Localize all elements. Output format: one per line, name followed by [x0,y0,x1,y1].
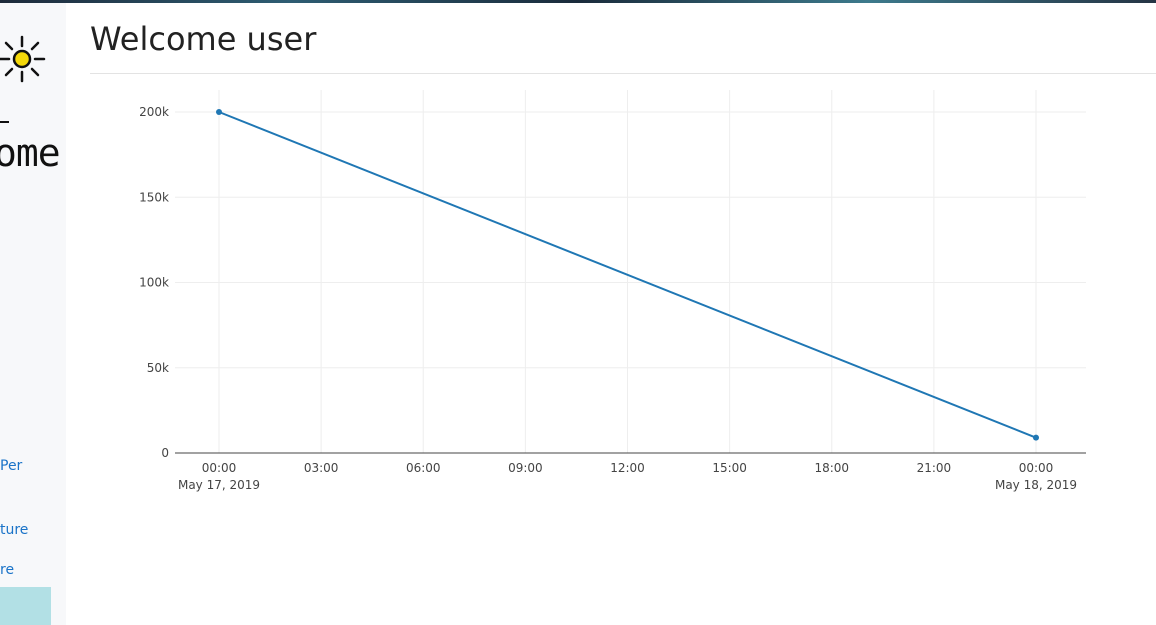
series-line [218,111,1037,439]
chart-grid [175,90,1086,453]
sidebar-active-item[interactable] [0,587,51,625]
sidebar-link-3[interactable]: re [0,562,15,578]
y-tick-label: 100k [139,276,169,290]
sidebar-link-1[interactable]: Per [0,458,23,474]
x-tick-label: 15:00 [712,461,747,475]
chart-ticks: 00:00 May 17, 2019 03:00 06:00 09:00 12:00 15:… [139,105,1077,492]
data-point [1033,434,1039,441]
x-tick-label: 12:00 [610,461,645,475]
window-top-strip [0,0,1156,3]
page-title: Welcome user [90,20,317,58]
x-tick-date-label: May 18, 2019 [995,478,1077,492]
x-tick-label: 03:00 [304,461,339,475]
x-tick-label: 09:00 [508,461,543,475]
x-tick-label: 00:00 [1019,461,1054,475]
y-tick-label: 50k [147,361,169,375]
chart-plot [216,109,1039,441]
y-tick-label: 150k [139,190,169,204]
x-tick-label: 21:00 [917,461,952,475]
x-tick-label: 18:00 [814,461,849,475]
sidebar: ome Per ture re [0,3,66,625]
sidebar-link-2[interactable]: ture [0,522,29,538]
x-tick-date-label: May 17, 2019 [178,478,260,492]
x-tick-label: 00:00 [202,461,237,475]
x-tick-label: 06:00 [406,461,441,475]
title-divider [90,73,1156,74]
data-point [216,109,222,115]
sun-icon [0,35,46,83]
logo-text: ome [0,131,61,175]
logo-mark [0,121,9,123]
y-tick-label: 200k [139,105,169,119]
y-tick-label: 0 [161,446,169,460]
